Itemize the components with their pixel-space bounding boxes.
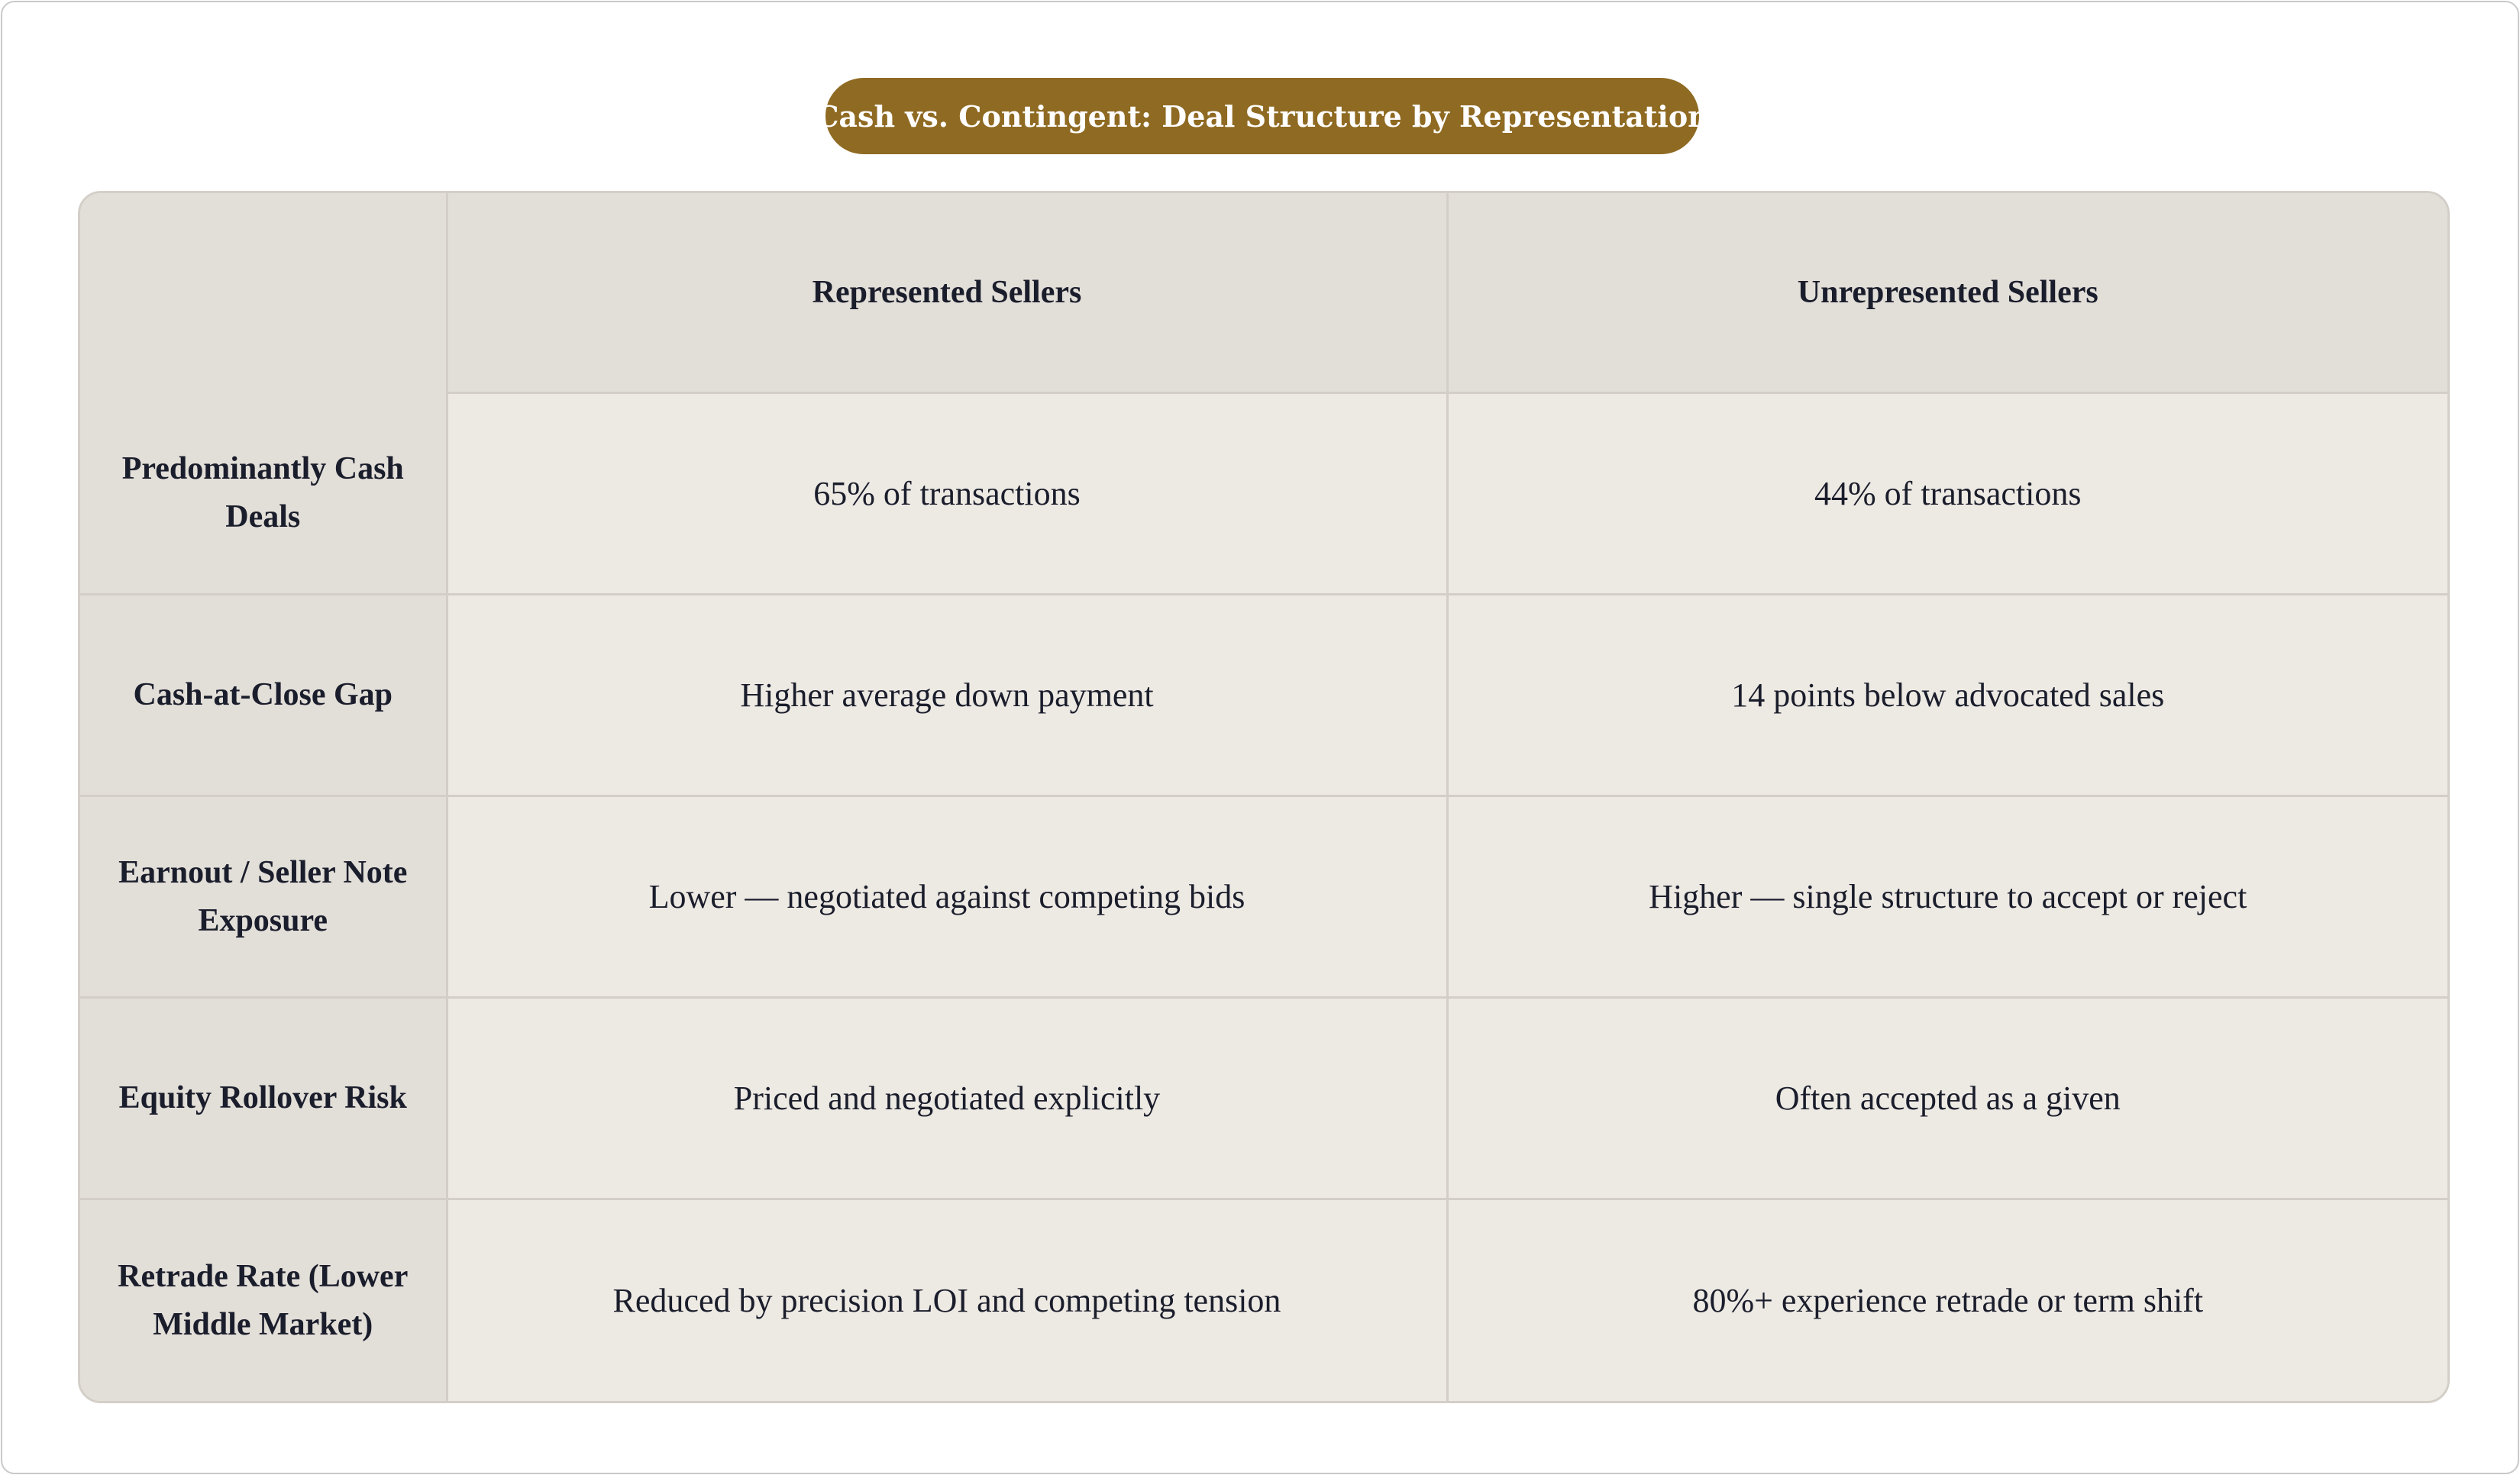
header-corner-cell <box>80 193 448 393</box>
row-label: Retrade Rate (Lower Middle Market) <box>80 1198 448 1401</box>
unrepresented-cell: 80%+ experience retrade or term shift <box>1446 1198 2447 1401</box>
row-label: Cash-at-Close Gap <box>80 593 448 798</box>
table-row: Predominantly Cash Deals 65% of transact… <box>80 391 2447 596</box>
row-label: Predominantly Cash Deals <box>80 392 448 596</box>
row-label: Earnout / Seller Note Exposure <box>80 795 448 999</box>
table-row: Equity Rollover Risk Priced and negotiat… <box>80 996 2447 1201</box>
comparison-table: Represented Sellers Unrepresented Seller… <box>80 193 2447 1401</box>
row-label: Equity Rollover Risk <box>80 996 448 1201</box>
header-represented-sellers: Represented Sellers <box>445 193 1449 393</box>
unrepresented-cell: 44% of transactions <box>1446 391 2447 596</box>
represented-cell: Reduced by precision LOI and competing t… <box>445 1198 1449 1401</box>
table-row: Earnout / Seller Note Exposure Lower — n… <box>80 795 2447 999</box>
unrepresented-cell: 14 points below advocated sales <box>1446 593 2447 798</box>
header-unrepresented-sellers: Unrepresented Sellers <box>1446 193 2447 393</box>
represented-cell: Priced and negotiated explicitly <box>445 996 1449 1201</box>
represented-cell: Higher average down payment <box>445 593 1449 798</box>
represented-cell: Lower — negotiated against competing bid… <box>445 795 1449 999</box>
title-badge: Cash vs. Contingent: Deal Structure by R… <box>816 78 1709 154</box>
table-row: Retrade Rate (Lower Middle Market) Reduc… <box>80 1198 2447 1401</box>
unrepresented-cell: Often accepted as a given <box>1446 996 2447 1201</box>
table-header-row: Represented Sellers Unrepresented Seller… <box>80 193 2447 393</box>
comparison-table-container: Represented Sellers Unrepresented Seller… <box>78 191 2450 1403</box>
unrepresented-cell: Higher — single structure to accept or r… <box>1446 795 2447 999</box>
represented-cell: 65% of transactions <box>445 391 1449 596</box>
table-row: Cash-at-Close Gap Higher average down pa… <box>80 593 2447 798</box>
